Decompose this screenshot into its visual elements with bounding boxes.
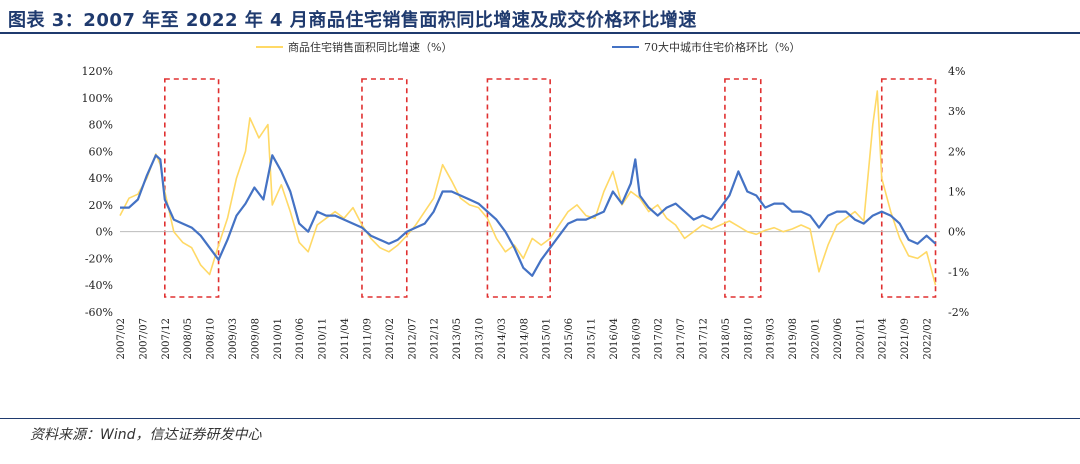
left-tick-label: -60%: [85, 306, 113, 319]
x-tick-label: 2015/11: [586, 318, 597, 360]
x-tick-label: 2016/09: [631, 318, 642, 360]
x-tick-label: 2009/08: [250, 318, 261, 360]
highlight-box: [486, 78, 551, 298]
x-tick-label: 2014/03: [497, 318, 508, 360]
left-tick-label: -40%: [85, 279, 113, 292]
right-tick-label: -1%: [948, 266, 969, 279]
x-axis: 2007/02 2007/07 2007/12 2008/05 2008/10 2009/…: [116, 318, 934, 360]
left-tick-label: 120%: [82, 65, 113, 78]
x-tick-label: 2015/01: [542, 318, 553, 360]
right-axis: -2% -1% 0% 1% 2% 3% 4%: [948, 65, 969, 319]
x-tick-label: 2012/12: [430, 318, 441, 360]
x-tick-label: 2010/01: [273, 318, 284, 360]
left-tick-label: 80%: [89, 119, 113, 132]
x-tick-label: 2007/07: [138, 318, 149, 360]
highlight-box: [724, 78, 762, 298]
figure-title: 图表 3：2007 年至 2022 年 4 月商品住宅销售面积同比增速及成交价格…: [8, 10, 697, 31]
x-tick-label: 2009/03: [228, 318, 239, 360]
x-tick-label: 2018/10: [743, 318, 754, 360]
x-tick-label: 2022/02: [923, 318, 934, 360]
x-tick-label: 2012/07: [407, 318, 418, 360]
x-tick-label: 2010/06: [295, 318, 306, 360]
left-tick-label: 0%: [96, 226, 113, 239]
footer-rule: [0, 418, 1080, 419]
x-tick-label: 2020/01: [811, 318, 822, 360]
x-tick-label: 2020/06: [833, 318, 844, 360]
legend-label-area: 商品住宅销售面积同比增速（%）: [288, 40, 452, 54]
right-tick-label: 0%: [948, 226, 965, 239]
x-tick-label: 2016/04: [609, 318, 620, 360]
x-tick-label: 2019/08: [788, 318, 799, 360]
source-note: 资料来源：Wind，信达证券研发中心: [30, 427, 262, 443]
x-tick-label: 2013/05: [452, 318, 463, 360]
x-tick-label: 2017/02: [654, 318, 665, 360]
right-tick-label: 4%: [948, 65, 965, 78]
highlight-box: [164, 78, 220, 298]
line-chart: 商品住宅销售面积同比增速（%） 70大中城市住宅价格环比（%） -60% -40%…: [82, 40, 970, 360]
right-tick-label: -2%: [948, 306, 969, 319]
right-tick-label: 3%: [948, 105, 965, 118]
series-line-price-mom: [120, 154, 937, 277]
legend-label-price: 70大中城市住宅价格环比（%）: [644, 40, 800, 54]
x-tick-label: 2017/12: [699, 318, 710, 360]
title-rule: [0, 32, 1080, 34]
series-line-area-growth: [119, 90, 937, 286]
x-tick-label: 2014/08: [519, 318, 530, 360]
x-tick-label: 2012/02: [385, 318, 396, 360]
x-tick-label: 2007/02: [116, 318, 127, 360]
left-axis: -60% -40% -20% 0% 20% 40% 60% 80% 100% 120%: [82, 65, 113, 319]
x-tick-label: 2011/09: [362, 318, 373, 360]
x-tick-label: 2007/12: [161, 318, 172, 360]
left-tick-label: -20%: [85, 252, 113, 265]
series-lines: [119, 90, 937, 286]
x-tick-label: 2008/10: [206, 318, 217, 360]
left-tick-label: 100%: [82, 92, 113, 105]
right-tick-label: 2%: [948, 145, 965, 158]
left-tick-label: 20%: [89, 199, 113, 212]
x-tick-label: 2021/04: [878, 318, 889, 360]
x-tick-label: 2010/11: [318, 318, 329, 360]
right-tick-label: 1%: [948, 186, 965, 199]
x-tick-label: 2021/09: [900, 318, 911, 360]
x-tick-label: 2020/11: [855, 318, 866, 360]
highlight-box: [880, 78, 937, 298]
x-tick-label: 2008/05: [183, 318, 194, 360]
highlight-box: [361, 78, 408, 298]
left-tick-label: 60%: [89, 145, 113, 158]
x-tick-label: 2015/06: [564, 318, 575, 360]
x-tick-label: 2018/05: [721, 318, 732, 360]
x-tick-label: 2017/07: [676, 318, 687, 360]
legend: 商品住宅销售面积同比增速（%） 70大中城市住宅价格环比（%）: [256, 40, 800, 54]
x-tick-label: 2019/03: [766, 318, 777, 360]
x-tick-label: 2011/04: [340, 318, 351, 360]
left-tick-label: 40%: [89, 172, 113, 185]
x-tick-label: 2013/10: [474, 318, 485, 360]
